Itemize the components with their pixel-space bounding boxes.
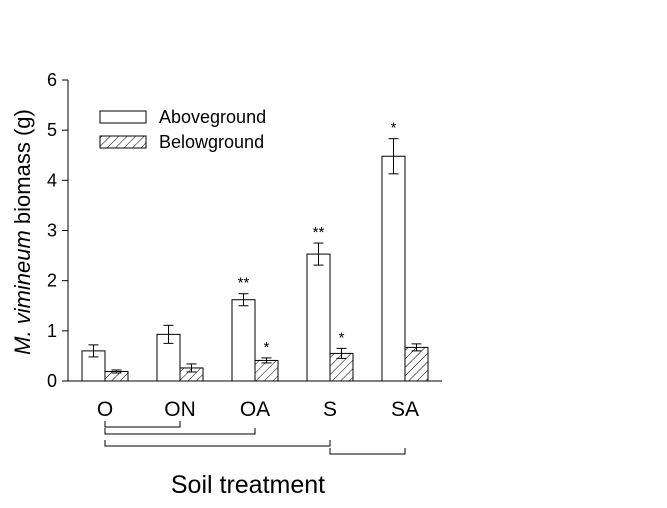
bar-aboveground-oa (231, 299, 256, 382)
x-tick-label-o: O (97, 398, 113, 421)
y-tick-label: 4 (47, 170, 57, 190)
y-axis-label: M. vimineum biomass (g) (10, 109, 35, 355)
legend-label-aboveground: Aboveground (159, 107, 266, 127)
legend: Aboveground Belowground (99, 107, 266, 152)
significance-marker: ** (313, 224, 325, 241)
y-tick-label: 6 (47, 70, 57, 90)
significance-marker: * (391, 120, 397, 137)
y-tick-label: 1 (47, 321, 57, 341)
bracket-o-oa (104, 428, 256, 435)
y-tick-label: 3 (47, 221, 57, 241)
bars-group: ******* (81, 120, 429, 382)
x-tick-label-on: ON (164, 398, 196, 421)
x-tick-labels: O ON OA S SA (97, 398, 419, 421)
significance-marker: ** (238, 275, 250, 292)
significance-marker: * (264, 339, 270, 356)
legend-swatch-belowground (99, 135, 147, 149)
bracket-s-sa (329, 448, 406, 455)
y-tick-label: 2 (47, 271, 57, 291)
bar-aboveground-sa (381, 155, 406, 382)
bar-belowground-oa (254, 359, 279, 382)
comparison-brackets (104, 421, 406, 455)
bar-belowground-sa (404, 346, 429, 382)
x-tick-label-s: S (323, 398, 337, 421)
y-tick-label: 5 (47, 120, 57, 140)
x-axis-label: Soil treatment (171, 471, 325, 499)
y-tick-label: 0 (47, 371, 57, 391)
bar-aboveground-s (306, 253, 331, 382)
significance-marker: * (339, 329, 345, 346)
y-ticks: 0 1 2 3 4 5 6 (47, 70, 68, 391)
y-axis-label-italic: M. vimineum (10, 230, 35, 355)
legend-swatch-aboveground (99, 110, 147, 124)
legend-label-belowground: Belowground (159, 132, 264, 152)
bracket-o-s (104, 440, 331, 447)
x-tick-label-sa: SA (391, 398, 419, 421)
x-tick-label-oa: OA (240, 398, 270, 421)
bracket-o-on (104, 421, 181, 428)
y-axis-label-rest: biomass (g) (10, 109, 35, 230)
